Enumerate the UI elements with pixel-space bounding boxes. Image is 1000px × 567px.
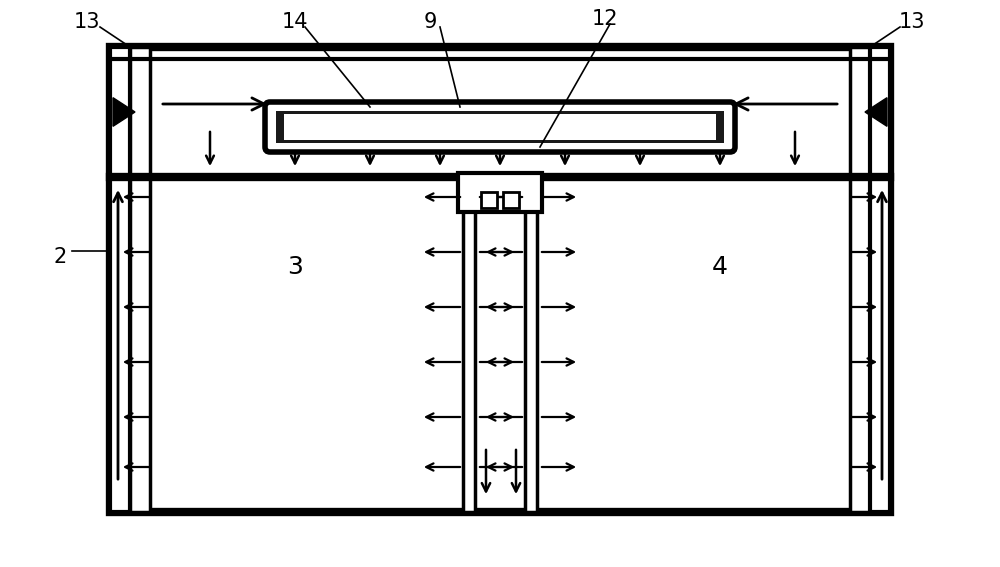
Bar: [110, 47, 130, 512]
Text: 9: 9: [423, 12, 437, 32]
Text: 3: 3: [287, 255, 303, 279]
Bar: [503, 192, 519, 208]
Text: 12: 12: [592, 9, 618, 29]
Bar: [463, 177, 475, 512]
Bar: [276, 111, 724, 143]
Bar: [110, 47, 890, 512]
Text: 2: 2: [53, 247, 67, 267]
Text: 4: 4: [712, 255, 728, 279]
Bar: [284, 114, 716, 140]
Text: 13: 13: [899, 12, 925, 32]
Text: 14: 14: [282, 12, 308, 32]
Polygon shape: [865, 98, 887, 126]
Bar: [130, 47, 150, 512]
Bar: [870, 47, 890, 512]
Bar: [481, 192, 497, 208]
Text: 13: 13: [74, 12, 100, 32]
Polygon shape: [113, 98, 135, 126]
Bar: [850, 47, 870, 512]
Bar: [525, 177, 537, 512]
FancyBboxPatch shape: [265, 102, 735, 152]
Bar: [458, 173, 542, 212]
